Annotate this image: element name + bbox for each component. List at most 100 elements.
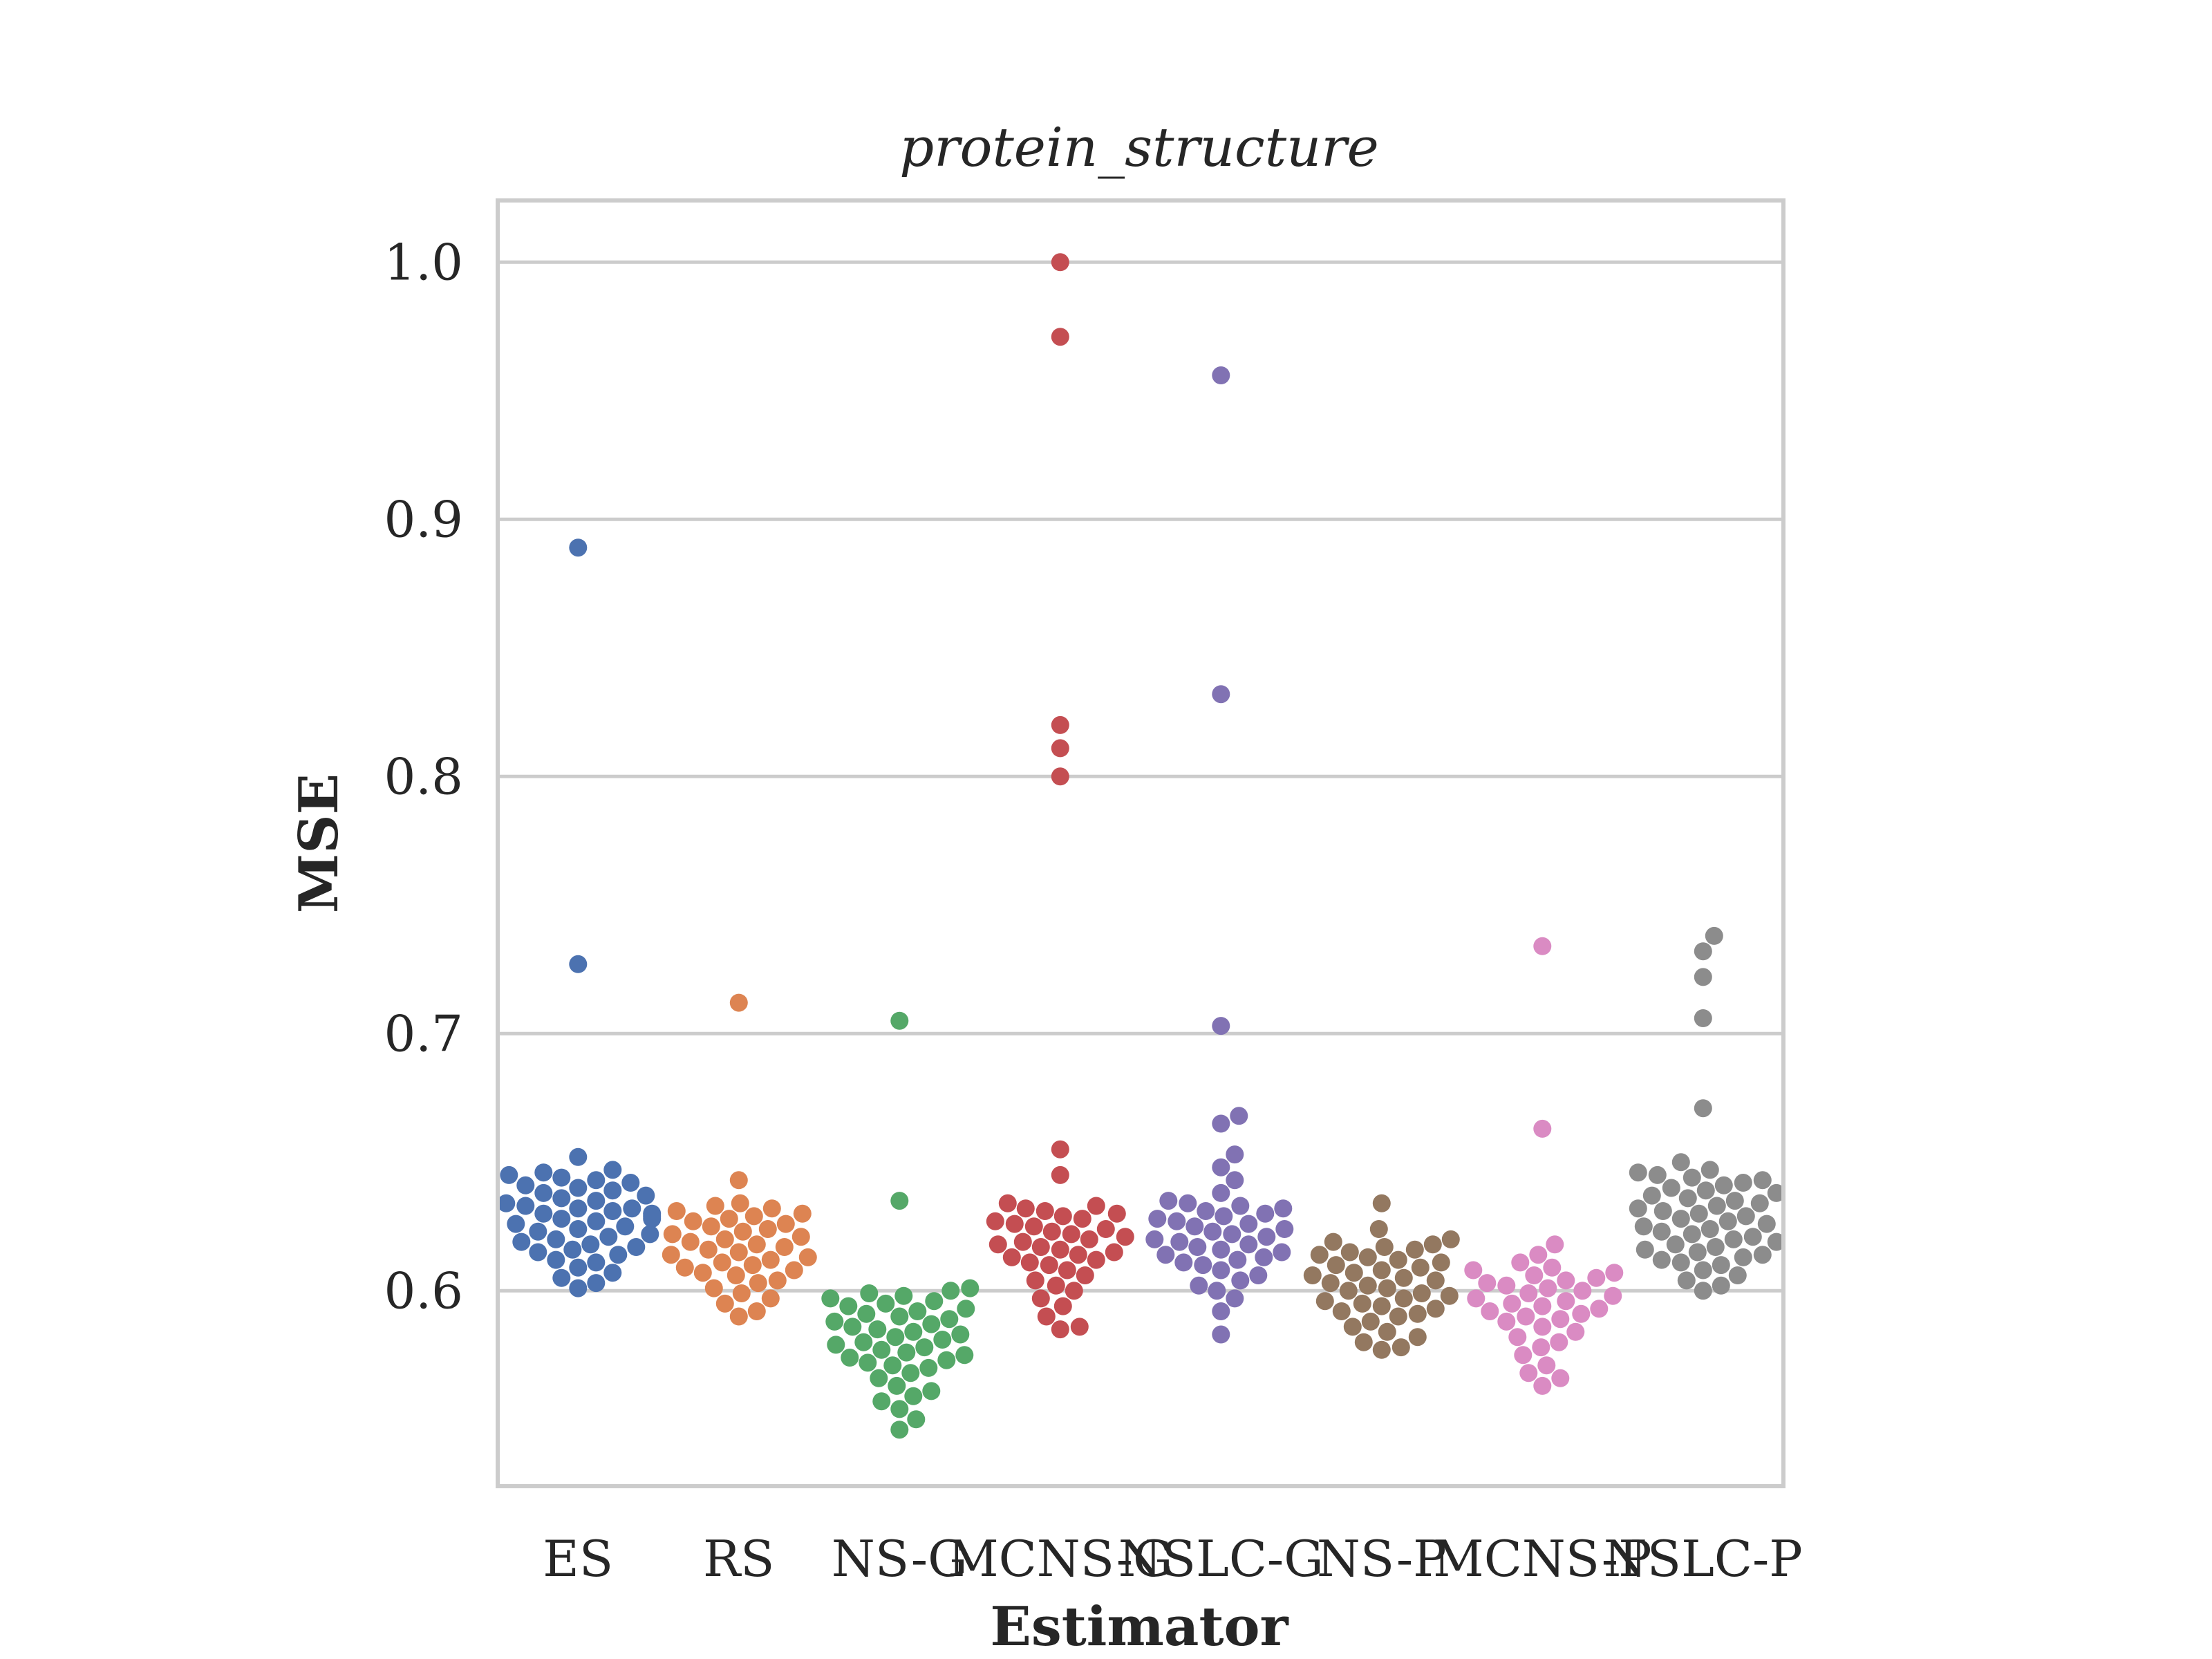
data-point (1705, 926, 1723, 945)
y-tick-label: 0.9 (384, 490, 463, 548)
data-point (731, 1194, 749, 1212)
data-point (729, 1243, 748, 1262)
data-point (1683, 1168, 1701, 1187)
data-point (547, 1230, 565, 1248)
data-point (675, 1258, 694, 1277)
data-point (941, 1282, 960, 1300)
data-point (1062, 1225, 1080, 1244)
data-point (1273, 1243, 1291, 1262)
data-point (1634, 1217, 1653, 1236)
data-point (1467, 1289, 1485, 1308)
data-point (1653, 1202, 1672, 1220)
data-point (693, 1264, 712, 1282)
y-axis-title: MSE (288, 774, 350, 913)
data-point (1725, 1192, 1744, 1210)
data-point (1566, 1322, 1585, 1341)
data-point (1197, 1202, 1215, 1220)
data-point (581, 1235, 600, 1254)
data-point (907, 1410, 926, 1429)
data-point (776, 1215, 795, 1233)
data-point (1212, 1325, 1230, 1344)
data-point (868, 1320, 887, 1339)
data-point (552, 1189, 571, 1208)
data-point (1677, 1271, 1696, 1290)
y-tick-label: 1.0 (384, 233, 463, 291)
data-point (762, 1199, 781, 1218)
data-point (883, 1356, 902, 1375)
data-point (702, 1217, 720, 1236)
data-point (1529, 1246, 1548, 1264)
data-point (534, 1204, 553, 1223)
data-point (1724, 1230, 1743, 1248)
data-point (603, 1161, 622, 1179)
data-point (1517, 1307, 1535, 1326)
data-point (621, 1174, 640, 1192)
data-point (1274, 1199, 1293, 1218)
data-point (1519, 1364, 1538, 1382)
data-point (1051, 739, 1069, 758)
data-point (587, 1212, 606, 1230)
data-point (569, 1258, 588, 1277)
data-point (1694, 968, 1712, 986)
data-point (1525, 1266, 1544, 1284)
data-point (569, 538, 588, 557)
data-point (1736, 1207, 1755, 1226)
chart-title: protein_structure (899, 117, 1378, 179)
data-point (1031, 1289, 1050, 1308)
data-point (1051, 328, 1069, 346)
data-point (1629, 1163, 1647, 1182)
data-point (637, 1186, 655, 1205)
data-point (1107, 1204, 1126, 1223)
data-point (1557, 1292, 1575, 1311)
data-point (1683, 1225, 1701, 1244)
y-tick-label: 0.8 (384, 747, 463, 805)
data-point (1642, 1186, 1661, 1205)
data-point (1179, 1194, 1197, 1212)
data-point (616, 1217, 635, 1236)
data-point (1212, 1158, 1230, 1177)
y-tick-label: 0.7 (384, 1004, 463, 1062)
data-point (1159, 1192, 1178, 1210)
data-point (1412, 1284, 1431, 1302)
data-point (1734, 1248, 1752, 1266)
data-point (1231, 1271, 1250, 1290)
data-point (785, 1261, 803, 1280)
y-tick-label: 0.6 (384, 1262, 463, 1320)
data-point (922, 1382, 941, 1400)
data-point (1303, 1266, 1322, 1284)
data-point (1332, 1302, 1351, 1320)
data-point (1212, 1302, 1230, 1320)
data-point (603, 1202, 622, 1220)
data-point (1051, 253, 1069, 272)
data-point (1671, 1253, 1690, 1272)
data-point (1533, 937, 1552, 955)
data-point (727, 1266, 745, 1284)
data-point (1688, 1243, 1707, 1262)
data-point (1432, 1253, 1450, 1272)
data-point (1694, 1261, 1712, 1280)
data-point (599, 1228, 618, 1246)
data-point (1546, 1235, 1564, 1254)
data-point (1757, 1215, 1776, 1233)
data-point (729, 1171, 748, 1190)
data-point (1671, 1210, 1690, 1228)
data-point (1315, 1292, 1334, 1311)
data-point (1369, 1220, 1388, 1238)
data-point (1700, 1161, 1719, 1179)
data-point (1024, 1217, 1043, 1236)
data-point (1519, 1284, 1538, 1302)
data-point (1394, 1268, 1413, 1287)
data-point (684, 1212, 702, 1230)
data-point (587, 1171, 606, 1190)
data-point (1378, 1322, 1396, 1341)
data-point (1533, 1119, 1552, 1138)
data-point (1087, 1197, 1105, 1215)
data-point (1652, 1250, 1671, 1269)
data-point (1689, 1204, 1708, 1223)
data-point (1532, 1338, 1550, 1357)
grid-lines (498, 260, 1783, 1293)
data-point (1533, 1318, 1552, 1336)
data-point (1497, 1312, 1516, 1331)
data-point (1321, 1274, 1340, 1293)
data-point (1203, 1222, 1222, 1241)
